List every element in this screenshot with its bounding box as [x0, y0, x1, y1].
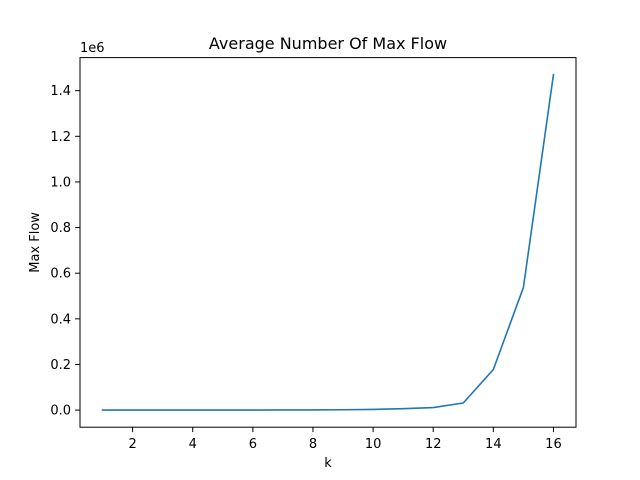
y-tick-label: 0.4 — [50, 312, 71, 327]
x-axis-ticks: 2 4 6 8 10 12 14 16 — [128, 427, 562, 452]
x-tick-label: 8 — [309, 437, 317, 452]
x-tick-label: 4 — [189, 437, 197, 452]
y-axis-offset-label: 1e6 — [80, 41, 105, 56]
x-tick-label: 10 — [365, 437, 382, 452]
series-line — [101, 73, 555, 411]
y-axis-label: Max Flow — [28, 212, 43, 273]
y-tick-label: 0.0 — [50, 404, 71, 419]
y-tick-label: 0.6 — [50, 267, 71, 282]
x-axis-label: k — [324, 456, 332, 471]
y-tick-label: 1.0 — [50, 175, 71, 190]
plot-frame — [79, 57, 577, 428]
x-tick-label: 16 — [545, 437, 562, 452]
y-tick-label: 0.8 — [50, 221, 71, 236]
y-tick-label: 1.2 — [50, 130, 71, 145]
chart-title: Average Number Of Max Flow — [209, 34, 447, 53]
x-tick-label: 2 — [128, 437, 136, 452]
series-group — [101, 73, 555, 411]
y-tick-label: 0.2 — [50, 358, 71, 373]
x-tick-label: 12 — [425, 437, 442, 452]
x-tick-label: 6 — [249, 437, 257, 452]
y-axis-ticks: 0.0 0.2 0.4 0.6 0.8 1.0 1.2 1.4 — [50, 84, 80, 419]
x-tick-label: 14 — [485, 437, 502, 452]
y-tick-label: 1.4 — [50, 84, 71, 99]
